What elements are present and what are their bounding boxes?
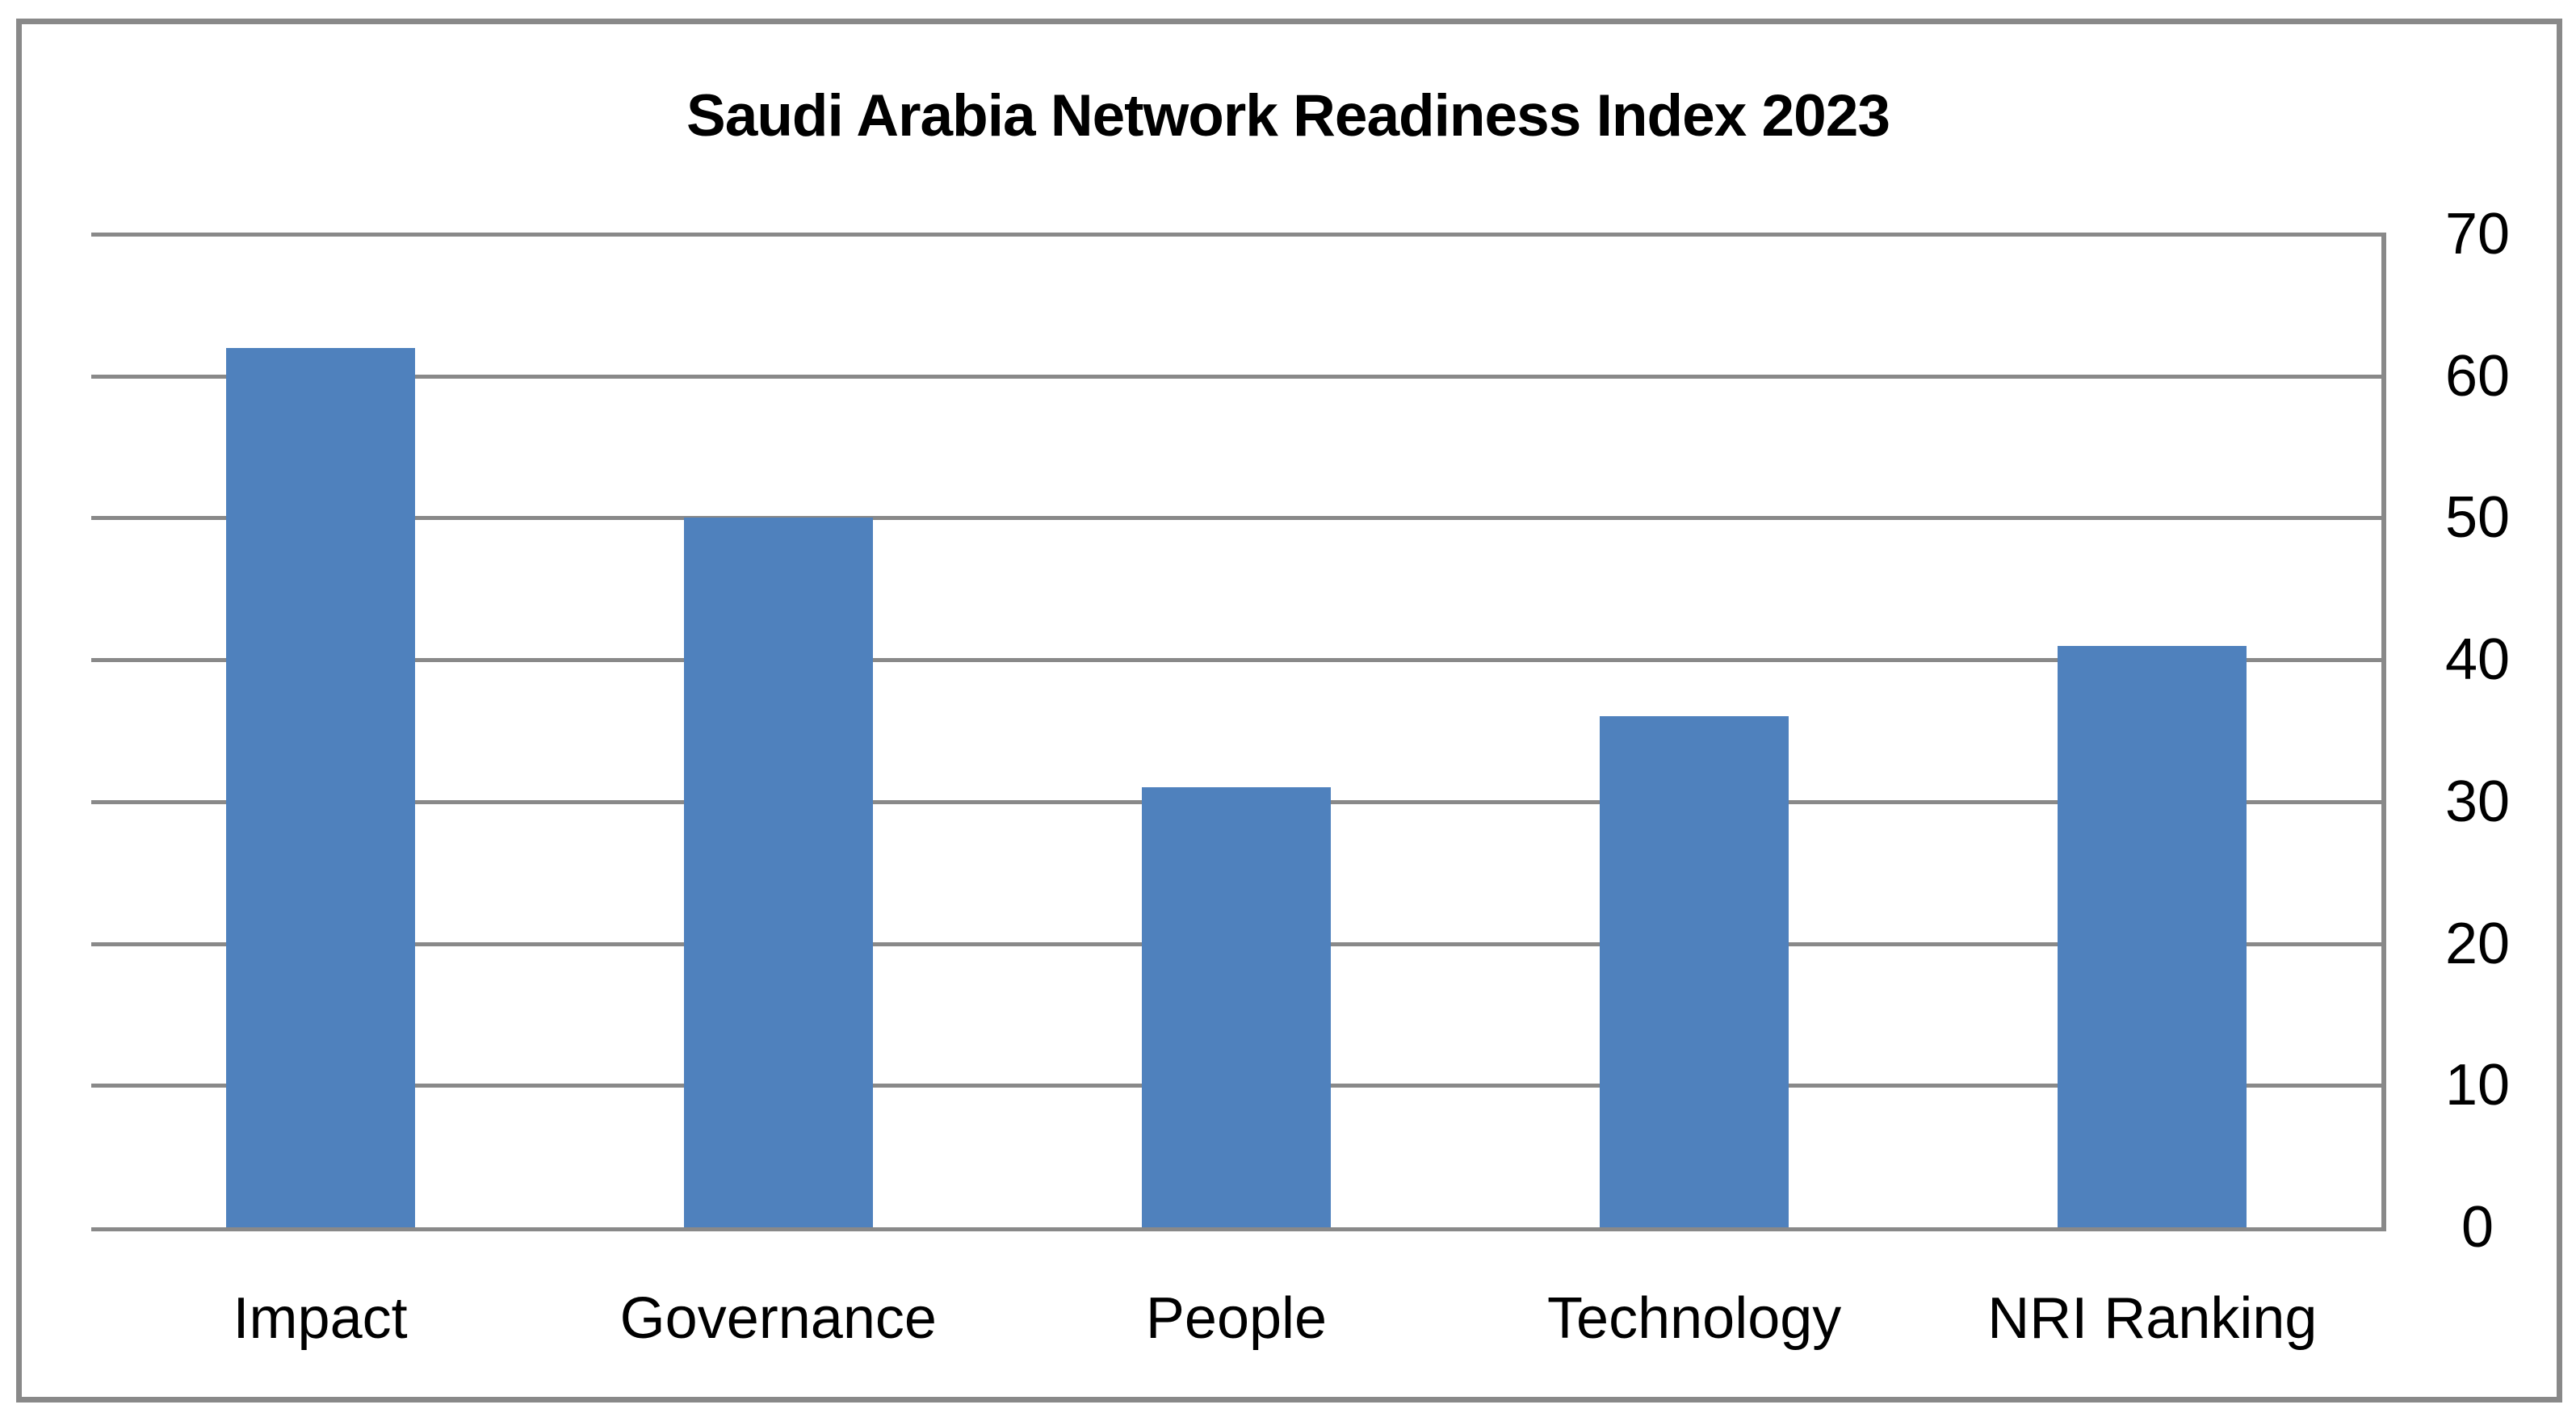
chart-title: Saudi Arabia Network Readiness Index 202… xyxy=(686,83,1890,149)
gridline-40 xyxy=(91,658,2381,663)
gridline-70 xyxy=(91,233,2381,237)
x-axis-category-label-people: People xyxy=(1145,1286,1328,1351)
bar-technology xyxy=(1600,716,1789,1227)
x-axis-category-label-technology: Technology xyxy=(1547,1286,1842,1351)
bar-nri-ranking xyxy=(2058,645,2247,1227)
x-axis-category-label-impact: Impact xyxy=(233,1286,408,1351)
bar-people xyxy=(1142,787,1331,1227)
bar-impact xyxy=(225,347,415,1227)
gridline-50 xyxy=(91,516,2381,521)
bar-governance xyxy=(683,518,873,1227)
y-axis-tick-label-50: 50 xyxy=(2444,485,2511,551)
y-axis-tick-label-70: 70 xyxy=(2444,202,2511,266)
x-axis-line xyxy=(91,1227,2386,1231)
y-axis-tick-label-40: 40 xyxy=(2444,627,2511,693)
y-axis-line xyxy=(2381,233,2386,1231)
gridline-60 xyxy=(91,374,2381,379)
plot-area xyxy=(91,233,2381,1227)
y-axis-tick-label-10: 10 xyxy=(2444,1053,2511,1118)
y-axis-tick-label-30: 30 xyxy=(2444,769,2511,834)
x-axis-category-label-governance: Governance xyxy=(619,1286,937,1351)
y-axis-tick-label-60: 60 xyxy=(2444,343,2511,409)
x-axis-category-label-nri-ranking: NRI Ranking xyxy=(1987,1286,2318,1351)
y-axis-tick-label-20: 20 xyxy=(2444,911,2511,976)
y-axis-tick-label-0: 0 xyxy=(2461,1195,2494,1260)
